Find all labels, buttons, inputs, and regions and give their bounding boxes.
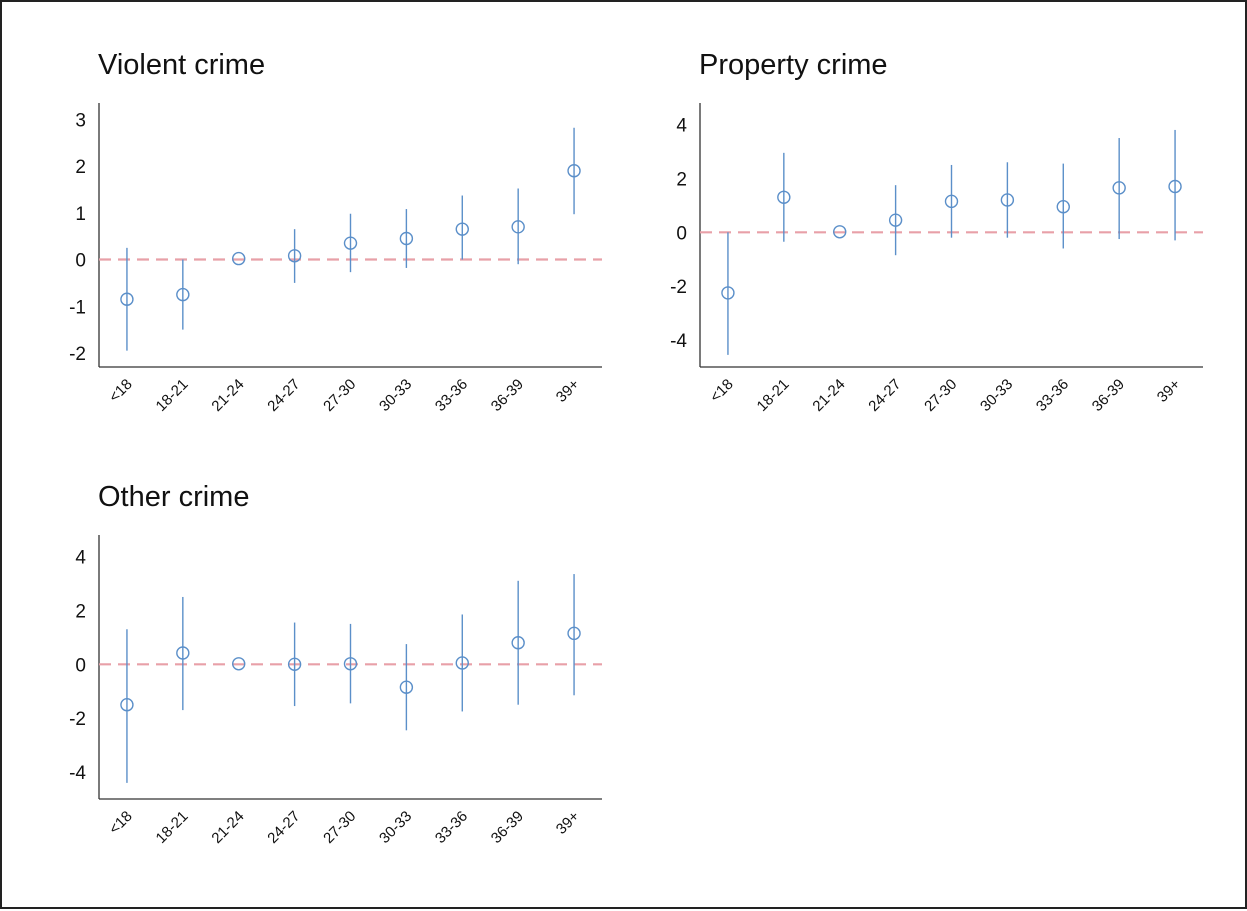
data-point bbox=[944, 194, 959, 209]
data-point bbox=[120, 698, 134, 712]
data-point bbox=[176, 646, 190, 660]
x-tick-label: 24-27 bbox=[865, 376, 904, 415]
y-tick-label: -1 bbox=[69, 297, 86, 318]
data-point bbox=[888, 213, 903, 227]
x-tick-label: 33-36 bbox=[432, 808, 471, 847]
x-tick-label: 39+ bbox=[553, 808, 583, 838]
data-point bbox=[777, 190, 791, 204]
y-tick-label: 0 bbox=[676, 223, 687, 244]
y-tick-label: 1 bbox=[75, 204, 86, 225]
x-tick-label: 27-30 bbox=[921, 376, 960, 415]
data-point bbox=[343, 657, 358, 671]
data-point bbox=[1168, 179, 1182, 194]
data-point bbox=[511, 636, 525, 650]
chart-title-property-crime: Property crime bbox=[699, 49, 888, 81]
x-tick-label: <18 bbox=[106, 808, 136, 838]
data-point bbox=[833, 225, 847, 239]
y-tick-label: 0 bbox=[75, 655, 86, 676]
chart-panel-property-crime: Property crime -4 -2 0 2 4 <18 18-21 21-24 24-27… bbox=[2, 2, 1247, 452]
y-tick-label: 2 bbox=[75, 157, 86, 178]
y-tick-label: -4 bbox=[69, 763, 86, 784]
x-tick-label: 24-27 bbox=[264, 808, 303, 847]
data-point bbox=[1056, 200, 1070, 214]
data-point bbox=[399, 680, 414, 694]
chart-panel-violent-crime: Violent crime -2 -1 0 1 2 3 <18 18-21 21-24 24-27… bbox=[2, 2, 622, 452]
data-point bbox=[511, 220, 525, 234]
x-tick-label: 18-21 bbox=[153, 808, 192, 847]
x-tick-label: 30-33 bbox=[376, 808, 415, 847]
y-tick-label: 4 bbox=[75, 548, 86, 569]
data-point bbox=[287, 657, 302, 672]
data-point bbox=[120, 292, 134, 306]
chart-title-violent-crime: Violent crime bbox=[98, 49, 266, 81]
x-tick-label: 36-39 bbox=[488, 808, 527, 847]
y-tick-label: 2 bbox=[676, 169, 687, 190]
x-tick-label: 18-21 bbox=[754, 376, 793, 415]
data-point bbox=[1000, 193, 1015, 207]
y-tick-label: 0 bbox=[75, 251, 86, 272]
data-point bbox=[1112, 181, 1126, 195]
x-tick-label: 39+ bbox=[1154, 376, 1184, 406]
data-point bbox=[567, 164, 581, 178]
data-point bbox=[721, 286, 735, 300]
y-tick-label: -2 bbox=[69, 709, 86, 730]
y-tick-label: -2 bbox=[69, 344, 86, 365]
x-tick-label: 36-39 bbox=[1089, 376, 1128, 415]
y-tick-label: 2 bbox=[75, 601, 86, 622]
data-point bbox=[232, 657, 246, 671]
x-tick-label: 21-24 bbox=[208, 808, 247, 847]
y-tick-label: -2 bbox=[670, 277, 687, 298]
y-tick-label: 3 bbox=[75, 110, 86, 131]
x-tick-label: <18 bbox=[707, 376, 737, 406]
data-point bbox=[343, 236, 358, 250]
chart-title-other-crime: Other crime bbox=[98, 481, 250, 513]
x-tick-label: 30-33 bbox=[977, 376, 1016, 415]
data-point bbox=[176, 287, 190, 302]
data-point bbox=[455, 656, 469, 670]
x-tick-label: 21-24 bbox=[809, 376, 848, 415]
x-tick-label: 33-36 bbox=[1033, 376, 1072, 415]
data-point bbox=[455, 222, 469, 236]
chart-panel-other-crime: Other crime -4 -2 0 2 4 <18 18-21 21-24 24-27 27-… bbox=[2, 2, 622, 911]
data-point bbox=[567, 626, 581, 641]
chart-plot-property-crime: -4 -2 0 2 4 <18 18-21 21-24 24-27 27-30 30-33 33-36… bbox=[670, 103, 1203, 415]
x-tick-label: 27-30 bbox=[320, 808, 359, 847]
chart-plot-other-crime: -4 -2 0 2 4 <18 18-21 21-24 24-27 27-30 30-33 33-36… bbox=[69, 535, 602, 847]
y-tick-label: -4 bbox=[670, 331, 687, 352]
y-tick-label: 4 bbox=[676, 116, 687, 137]
data-point bbox=[399, 231, 414, 246]
data-point bbox=[232, 251, 246, 266]
data-point bbox=[287, 249, 302, 263]
